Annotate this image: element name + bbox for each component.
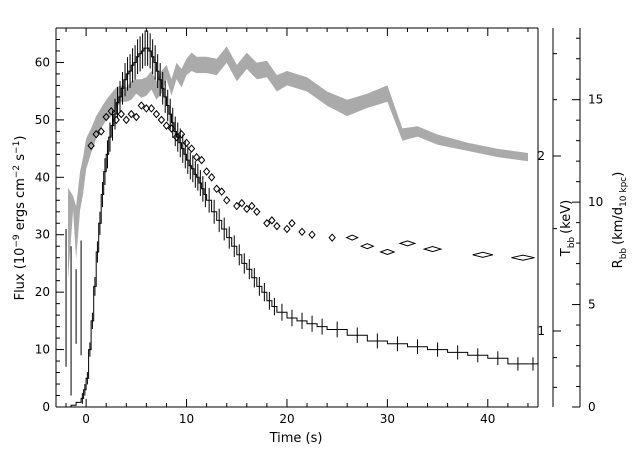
temperature-marker xyxy=(132,112,140,122)
temperature-marker xyxy=(112,115,120,125)
temperature-marker xyxy=(511,254,535,261)
temperature-marker xyxy=(122,115,130,125)
temperature-marker xyxy=(273,221,281,231)
right-y-label-sub: bb xyxy=(619,248,629,260)
temperature-marker xyxy=(137,101,146,110)
y-left-tick-label: 10 xyxy=(35,343,50,357)
temperature-marker xyxy=(202,167,211,176)
temperature-marker xyxy=(117,109,125,119)
y-left-tick-label: 30 xyxy=(35,228,50,242)
right-y-label-close: ) xyxy=(611,172,626,177)
temperature-marker xyxy=(87,141,95,150)
mid-y-label-unit: (keV) xyxy=(559,200,574,234)
x-tick-label: 20 xyxy=(279,412,294,426)
y-left-tick-label: 20 xyxy=(35,285,50,299)
left-y-label-e1: −9 xyxy=(12,234,22,248)
temperature-marker xyxy=(243,204,251,214)
temperature-marker xyxy=(253,207,261,217)
temperature-marker xyxy=(197,155,206,165)
temperature-marker xyxy=(223,196,231,205)
temperature-marker xyxy=(288,218,296,228)
temperature-marker xyxy=(359,243,375,250)
temperature-marker xyxy=(218,187,226,196)
temperature-marker xyxy=(213,184,221,194)
flux-line xyxy=(66,47,538,408)
y-left-tick-label: 0 xyxy=(42,400,50,414)
temperature-marker xyxy=(162,121,171,130)
temperature-marker xyxy=(107,106,115,116)
radius-band xyxy=(68,46,528,281)
temperature-marker xyxy=(177,129,186,139)
right-y-label-unit: (km/d xyxy=(611,207,626,245)
flux-series xyxy=(65,30,538,408)
temperature-marker xyxy=(182,138,191,148)
temperature-marker xyxy=(263,218,271,228)
temperature-marker xyxy=(97,127,105,136)
temperature-marker xyxy=(187,144,196,153)
temperature-marker xyxy=(422,246,443,253)
right-y-label-unit-sub: 10 kpc xyxy=(619,177,629,207)
temperature-marker xyxy=(207,173,216,182)
mid-y-label-sub: bb xyxy=(567,237,577,249)
y-right-tick-label: 15 xyxy=(588,93,603,107)
radius-band-series xyxy=(68,46,528,281)
x-tick-label: 0 xyxy=(82,412,90,426)
mid-y-axis-label: Tbb (keV) xyxy=(559,200,577,258)
temperature-marker xyxy=(298,227,306,237)
temperature-marker xyxy=(345,234,359,241)
temperature-marker xyxy=(127,109,135,119)
y-right-tick-label: 5 xyxy=(588,298,596,312)
temperature-marker xyxy=(268,216,276,225)
x-tick-label: 40 xyxy=(480,412,495,426)
temperature-marker xyxy=(192,152,201,162)
temperature-marker xyxy=(152,109,161,119)
left-y-label-e2: −2 xyxy=(12,165,22,178)
temperature-marker xyxy=(308,230,316,239)
temperature-marker xyxy=(233,201,241,211)
temperature-marker xyxy=(142,104,151,113)
y-right-tick-label: 0 xyxy=(588,400,596,414)
left-y-label-e3: −1 xyxy=(12,141,22,154)
right-y-axis-label: Rbb (km/d10 kpc) xyxy=(611,172,629,269)
temperature-marker xyxy=(157,115,166,125)
y-left-tick-label: 40 xyxy=(35,170,50,184)
y-mid-tick-label: 2 xyxy=(537,149,545,163)
right-y-label-main: R xyxy=(611,259,626,268)
temperature-marker xyxy=(283,224,291,234)
y-left-tick-label: 50 xyxy=(35,113,50,127)
x-axis-label: Time (s) xyxy=(269,431,323,446)
left-y-label-c: s xyxy=(13,154,28,165)
temperature-marker xyxy=(167,124,176,133)
temperature-marker xyxy=(92,129,100,139)
y-left-tick-label: 60 xyxy=(35,55,50,69)
temperature-marker xyxy=(238,198,246,208)
temperature-marker xyxy=(172,132,181,142)
x-tick-label: 30 xyxy=(380,412,395,426)
temperature-marker xyxy=(147,104,156,113)
temperature-marker xyxy=(102,112,110,122)
left-y-axis-label: Flux (10−9 ergs cm−2 s−1) xyxy=(12,136,28,301)
temperature-marker xyxy=(248,201,256,211)
left-y-label-a: Flux (10 xyxy=(13,248,28,301)
temperature-marker xyxy=(472,251,493,258)
left-y-label-b: ergs cm xyxy=(13,178,28,234)
left-y-label-d: ) xyxy=(13,136,28,141)
y-right-tick-label: 10 xyxy=(588,195,603,209)
x-tick-label: 10 xyxy=(179,412,194,426)
temperature-marker xyxy=(398,240,417,247)
y-mid-tick-label: 1 xyxy=(537,324,545,338)
mid-y-label-main: T xyxy=(559,248,574,257)
temperature-series xyxy=(87,101,535,261)
temperature-marker xyxy=(328,233,336,242)
temperature-marker xyxy=(379,248,396,255)
